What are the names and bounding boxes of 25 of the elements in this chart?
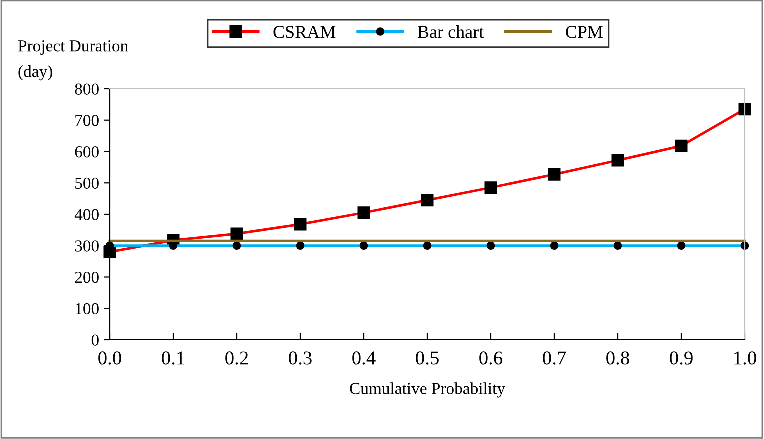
x-tick-label: 0.7 <box>543 352 566 365</box>
x-tick-label: 0.3 <box>289 352 312 365</box>
y-tick-label: 100 <box>76 303 99 315</box>
y-tick-label: 500 <box>76 178 99 190</box>
x-tick-label: 0.6 <box>480 352 503 365</box>
x-axis-title: Cumulative Probability <box>350 382 506 398</box>
x-tick-label: 0.4 <box>352 352 376 365</box>
y-tick-label: 300 <box>75 240 99 252</box>
x-tick-label: 0.2 <box>226 352 248 365</box>
x-tick-label: 0.5 <box>416 352 439 365</box>
y-tick-label: 0 <box>92 334 99 346</box>
x-tick-label: 0.0 <box>98 352 122 365</box>
y-tick-label: 800 <box>75 84 99 95</box>
x-tick-label: 0.1 <box>162 352 184 365</box>
y-tick-label: 400 <box>74 209 99 220</box>
y-tick-label: 600 <box>75 146 99 158</box>
legend-label: Bar chart <box>418 26 484 38</box>
y-tick-label: 200 <box>75 272 99 284</box>
legend-label: CSRAM <box>274 26 336 38</box>
y-tick-label: 700 <box>76 115 99 126</box>
y-axis-title: Project Duration (day) <box>18 40 128 81</box>
x-tick-label: 0.8 <box>606 352 630 365</box>
x-tick-label: 1.0 <box>734 352 756 365</box>
x-tick-label: 0.9 <box>670 352 693 365</box>
legend-label: CPM <box>566 26 603 38</box>
